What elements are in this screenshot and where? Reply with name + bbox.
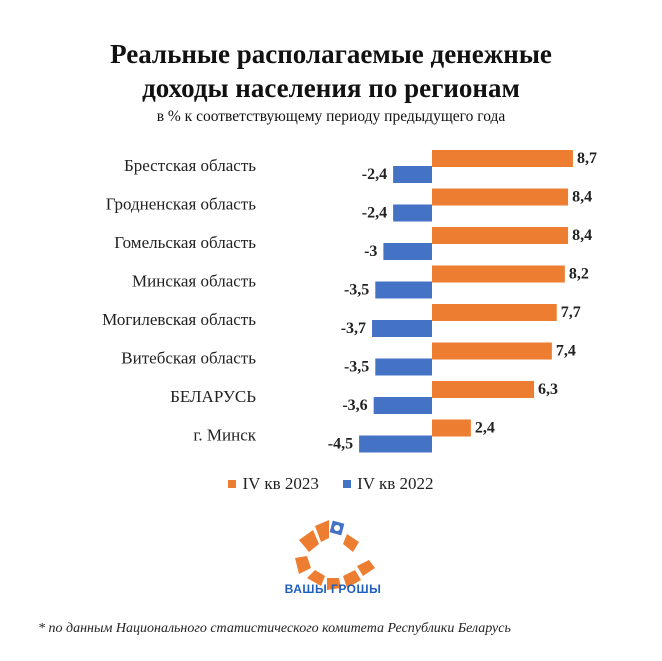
- legend-swatch-2023: [228, 480, 237, 488]
- legend-swatch-2022: [343, 480, 352, 488]
- legend-item-2023: IV кв 2023: [228, 474, 319, 494]
- category-label: БЕЛАРУСЬ: [170, 387, 256, 406]
- value-label-2023: 7,7: [561, 304, 581, 321]
- value-label-2023: 8,2: [569, 266, 589, 283]
- value-label-2023: 7,4: [556, 343, 576, 360]
- value-label-2022: -3,6: [342, 397, 367, 414]
- chart-legend: IV кв 2023 IV кв 2022: [0, 473, 662, 494]
- value-label-2022: -2,4: [362, 205, 387, 222]
- value-label-2023: 8,4: [572, 227, 592, 244]
- bar-2022: [393, 204, 432, 222]
- bar-2022: [375, 358, 432, 376]
- value-label-2023: 8,7: [577, 150, 597, 167]
- vashy-groshy-logo: [295, 520, 375, 590]
- value-label-2023: 6,3: [538, 381, 558, 398]
- footnote: * по данным Национального статистическог…: [38, 621, 511, 636]
- bar-chart: Брестская область 8,7 -2,4 Гродненская обла…: [102, 150, 597, 453]
- bar-2023: [432, 265, 565, 283]
- value-label-2022: -3,7: [341, 320, 366, 337]
- bar-2022: [373, 397, 432, 414]
- value-label-2023: 2,4: [475, 420, 495, 437]
- bar-2022: [372, 320, 432, 337]
- value-label-2022: -4,5: [328, 436, 353, 453]
- category-label: Витебская область: [121, 349, 256, 368]
- bar-2023: [432, 188, 569, 206]
- bar-2023: [432, 227, 569, 244]
- legend-label-2022: IV кв 2022: [357, 474, 434, 493]
- category-label: Гомельская область: [114, 233, 256, 252]
- bar-2022: [393, 166, 432, 183]
- value-label-2022: -3,5: [344, 359, 369, 376]
- value-label-2023: 8,4: [572, 189, 592, 206]
- category-label: Гродненская область: [106, 195, 257, 214]
- category-label: Брестская область: [124, 156, 256, 175]
- bar-2023: [432, 419, 471, 437]
- bar-2023: [432, 150, 573, 167]
- value-label-2022: -3: [364, 243, 377, 260]
- category-label: Могилевская область: [102, 310, 256, 329]
- bar-2023: [432, 342, 552, 360]
- value-label-2022: -2,4: [362, 166, 387, 183]
- value-label-2022: -3,5: [344, 282, 369, 299]
- legend-item-2022: IV кв 2022: [343, 474, 434, 494]
- bar-2022: [359, 435, 432, 453]
- chart-subtitle: в % к соответствующему периоду предыдуще…: [156, 108, 506, 125]
- bar-2023: [432, 381, 535, 398]
- category-label: г. Минск: [193, 426, 256, 445]
- bar-2023: [432, 304, 557, 321]
- logo-text: ВАШЫ ГРОШЫ: [284, 582, 382, 596]
- bar-2022: [375, 281, 432, 299]
- legend-label-2023: IV кв 2023: [242, 474, 319, 493]
- chart-title-line2: доходы населения по регионам: [142, 73, 520, 103]
- chart-title-line1: Реальные располагаемые денежные: [110, 39, 552, 69]
- category-label: Минская область: [132, 272, 256, 291]
- bar-2022: [383, 243, 432, 260]
